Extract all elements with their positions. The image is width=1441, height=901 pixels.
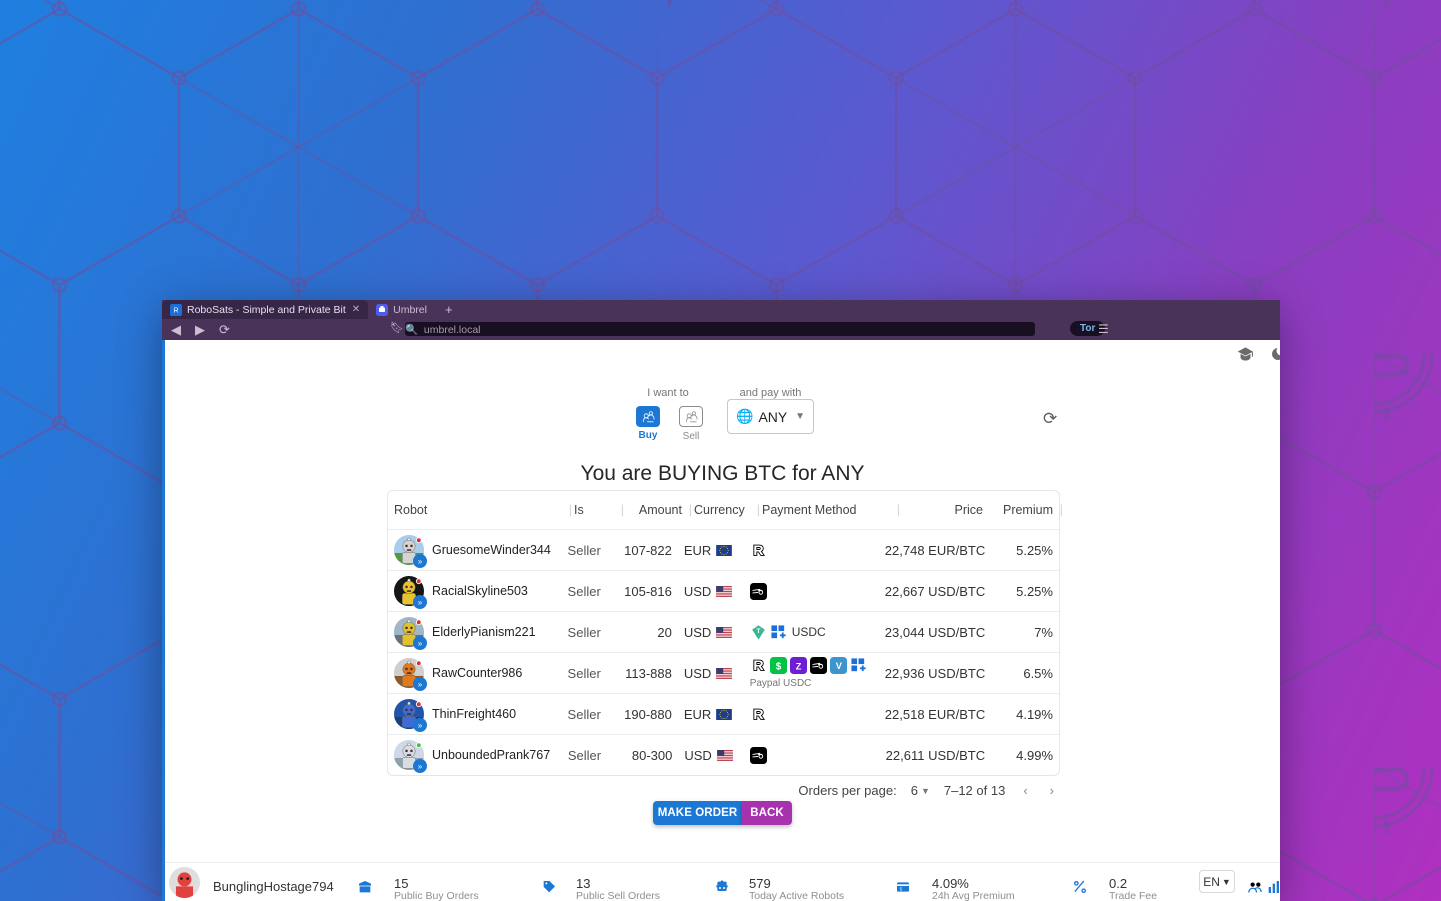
- svg-text:R: R: [753, 658, 763, 674]
- svg-text:R: R: [753, 706, 763, 722]
- svg-text:Z: Z: [795, 661, 801, 671]
- svg-text:5: 5: [900, 886, 903, 891]
- svg-text:T: T: [756, 627, 760, 634]
- svg-text:$: $: [775, 661, 781, 672]
- svg-text:V: V: [835, 661, 842, 671]
- svg-text:R: R: [753, 542, 763, 558]
- svg-text:R: R: [173, 307, 178, 314]
